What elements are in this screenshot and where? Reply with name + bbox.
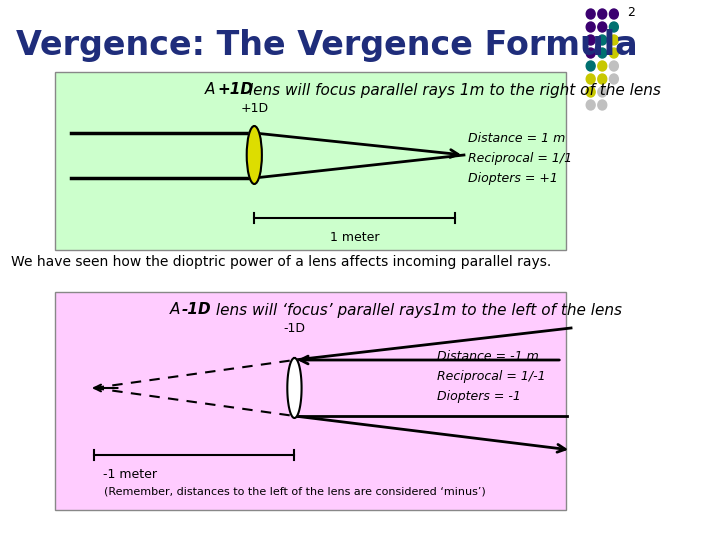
Circle shape [609,22,618,32]
Text: A: A [205,83,220,98]
Text: We have seen how the dioptric power of a lens affects incoming parallel rays.: We have seen how the dioptric power of a… [11,255,551,269]
Text: Vergence: The Vergence Formula: Vergence: The Vergence Formula [16,29,638,62]
Text: lens will focus parallel rays 1m to the right of the lens: lens will focus parallel rays 1m to the … [245,83,662,98]
Text: -1 meter: -1 meter [103,468,157,481]
FancyBboxPatch shape [55,292,566,510]
Circle shape [609,61,618,71]
Circle shape [609,9,618,19]
Text: (Remember, distances to the left of the lens are considered ‘minus’): (Remember, distances to the left of the … [104,487,485,497]
Text: Distance = -1 m
Reciprocal = 1/-1
Diopters = -1: Distance = -1 m Reciprocal = 1/-1 Diopte… [437,350,546,403]
Text: 2: 2 [627,6,635,19]
Circle shape [586,100,595,110]
Ellipse shape [247,126,262,184]
Circle shape [609,35,618,45]
Circle shape [586,74,595,84]
Circle shape [598,9,607,19]
Circle shape [609,48,618,58]
Circle shape [598,61,607,71]
Text: +1D: +1D [240,102,269,114]
Circle shape [586,48,595,58]
Circle shape [598,22,607,32]
Text: -1D: -1D [284,321,305,334]
Circle shape [598,100,607,110]
Text: A: A [169,302,185,318]
Circle shape [586,22,595,32]
Circle shape [598,35,607,45]
Text: 1 meter: 1 meter [330,231,379,244]
Text: lens will ‘focus’ parallel rays​1m to the left of the lens: lens will ‘focus’ parallel rays​1m to th… [210,302,621,318]
FancyBboxPatch shape [55,72,566,250]
Circle shape [586,9,595,19]
Circle shape [586,87,595,97]
Circle shape [586,61,595,71]
Text: +1D: +1D [217,83,253,98]
Text: -1D: -1D [182,302,212,318]
Text: Distance = 1 m
Reciprocal = 1/1
Diopters = +1: Distance = 1 m Reciprocal = 1/1 Diopters… [469,132,572,185]
Circle shape [586,35,595,45]
Circle shape [609,74,618,84]
Circle shape [598,74,607,84]
Circle shape [598,48,607,58]
Polygon shape [287,358,302,418]
Circle shape [598,87,607,97]
